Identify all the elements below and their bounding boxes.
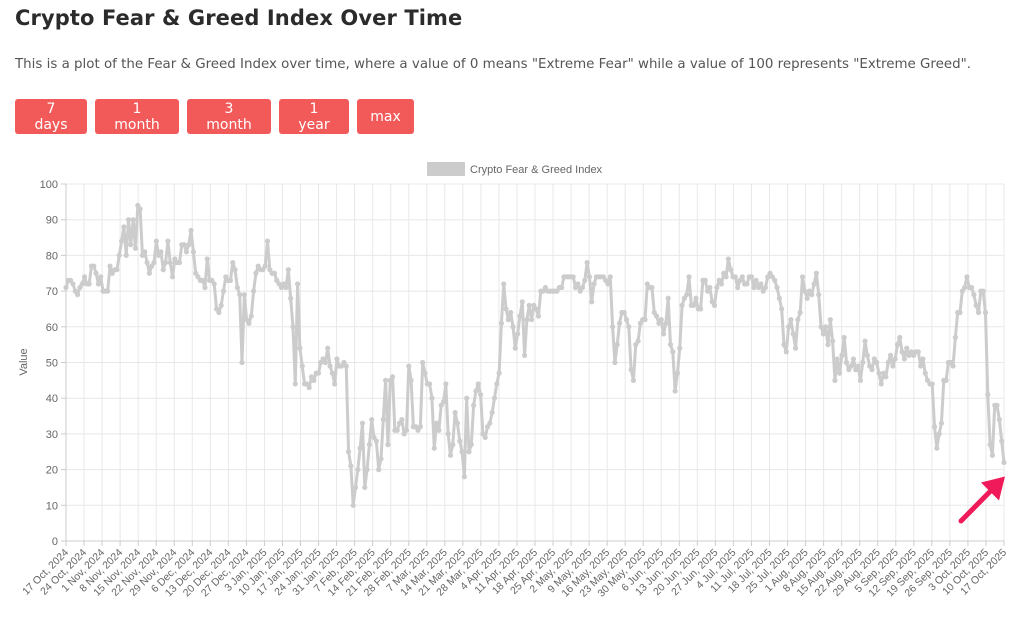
fear-greed-chart: Crypto Fear & Greed Index 0 10 20 30 40 50 60 7… — [0, 155, 1024, 615]
svg-text:80: 80 — [46, 250, 58, 262]
legend-label: Crypto Fear & Greed Index — [470, 164, 603, 176]
line-chart: Crypto Fear & Greed Index 0 10 20 30 40 50 60 7… — [18, 162, 1009, 600]
svg-text:10: 10 — [46, 500, 58, 512]
svg-text:20: 20 — [46, 465, 58, 477]
svg-text:70: 70 — [46, 286, 58, 298]
y-axis-label: Value — [18, 348, 30, 375]
range-button-7-days[interactable]: 7 days — [15, 99, 87, 134]
chart-legend[interactable]: Crypto Fear & Greed Index — [427, 162, 603, 176]
pointer-arrow-icon — [958, 476, 1005, 524]
range-button-group: 7 days 1 month 3 month 1 year max — [15, 99, 414, 134]
range-button-1-month[interactable]: 1 month — [95, 99, 179, 134]
series-line — [63, 202, 1007, 508]
svg-text:50: 50 — [46, 358, 58, 370]
range-button-max[interactable]: max — [357, 99, 414, 134]
range-button-3-month[interactable]: 3 month — [187, 99, 271, 134]
svg-text:30: 30 — [46, 429, 58, 441]
legend-swatch-icon — [427, 162, 465, 176]
svg-text:0: 0 — [52, 536, 58, 548]
svg-text:90: 90 — [46, 215, 58, 227]
svg-text:60: 60 — [46, 322, 58, 334]
range-button-1-year[interactable]: 1 year — [279, 99, 349, 134]
y-axis: 0 10 20 30 40 50 60 70 80 90 100 — [40, 179, 67, 548]
page-description: This is a plot of the Fear & Greed Index… — [15, 57, 971, 72]
svg-text:100: 100 — [40, 179, 58, 191]
svg-text:40: 40 — [46, 393, 58, 405]
page-title: Crypto Fear & Greed Index Over Time — [15, 6, 463, 30]
